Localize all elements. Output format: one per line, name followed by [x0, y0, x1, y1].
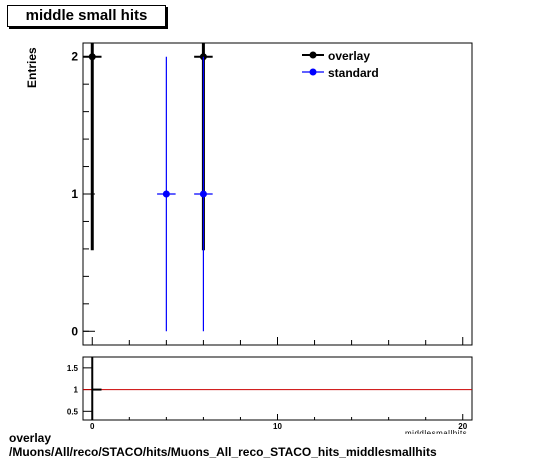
ratio-y-tick-label: 1	[74, 386, 79, 395]
plot-title: middle small hits	[7, 5, 166, 27]
ratio-x-tick-label: 20	[458, 422, 467, 431]
y-tick-label: 2	[71, 50, 78, 64]
ratio-x-tick-label: 10	[273, 422, 282, 431]
y-axis-label: Entries	[25, 47, 39, 88]
x-axis-label-clipped: middlesmallhits	[405, 429, 468, 434]
legend-marker-overlay	[309, 51, 317, 59]
y-tick-label: 0	[71, 324, 78, 338]
legend-marker-standard	[309, 68, 317, 76]
y-tick-label: 1	[71, 187, 78, 201]
ratio-y-tick-label: 0.5	[67, 407, 79, 416]
legend-label-overlay: overlay	[328, 49, 370, 63]
ratio-y-tick-label: 1.5	[67, 364, 79, 373]
footer-path: /Muons/All/reco/STACO/hits/Muons_All_rec…	[9, 445, 437, 459]
legend-label-standard: standard	[328, 66, 379, 80]
overlay-data-point	[88, 53, 96, 61]
ratio-plot-frame	[82, 356, 473, 421]
standard-data-point	[199, 190, 207, 198]
main-plot-frame	[82, 42, 473, 346]
standard-data-point	[162, 190, 170, 198]
footer-label: overlay	[9, 431, 52, 445]
ratio-x-tick-label: 0	[90, 422, 95, 431]
